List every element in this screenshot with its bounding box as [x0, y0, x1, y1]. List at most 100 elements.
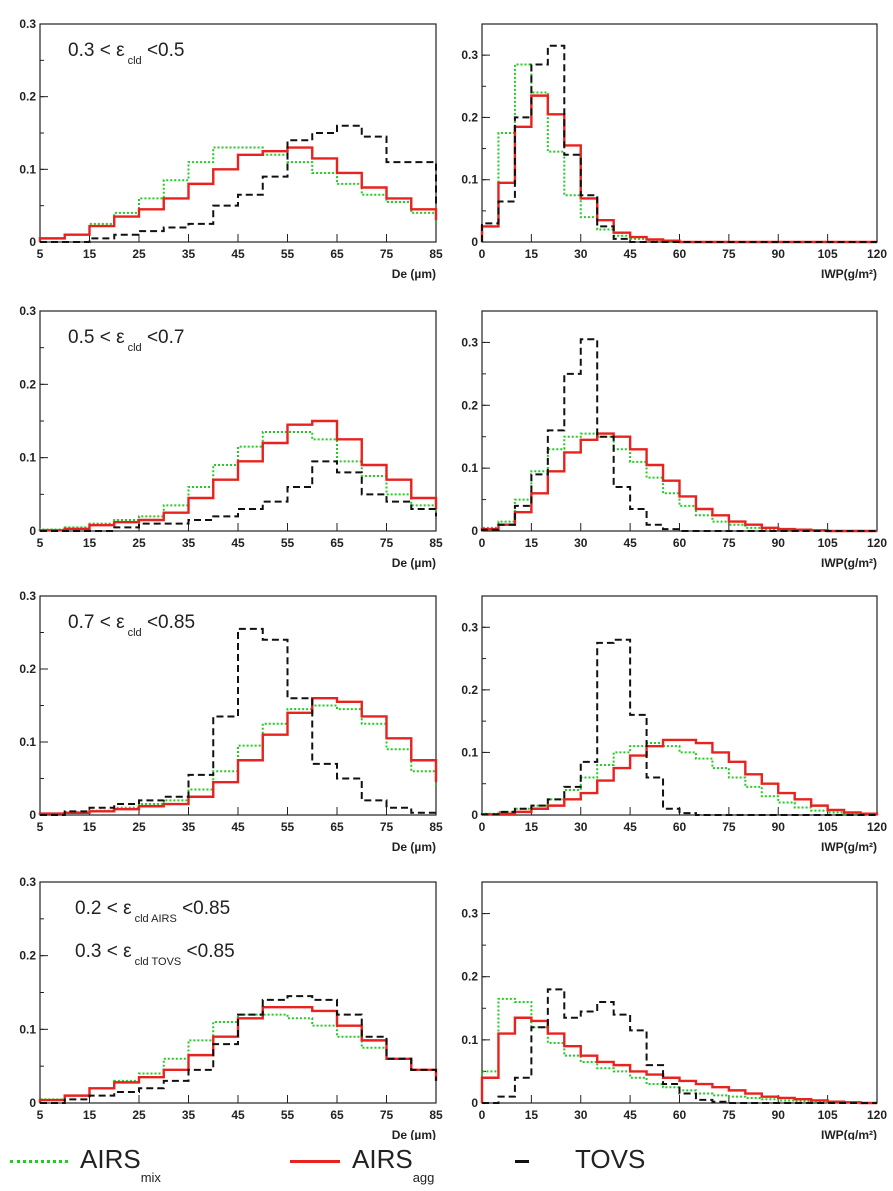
x-tick-label: 0 [479, 536, 486, 550]
y-tick-label: 0.1 [19, 451, 36, 465]
x-axis-label: De (µm) [392, 1128, 436, 1140]
y-tick-label: 0.2 [19, 662, 36, 676]
x-tick-label: 60 [673, 820, 687, 834]
x-tick-label: 85 [429, 536, 443, 550]
y-tick-label: 0 [29, 1096, 36, 1110]
x-tick-label: 30 [574, 536, 588, 550]
x-tick-label: 30 [574, 247, 588, 261]
x-tick-label: 105 [818, 1108, 838, 1122]
x-tick-label: 90 [772, 247, 786, 261]
series-airs-mix [481, 432, 877, 532]
x-tick-label: 120 [867, 1108, 887, 1122]
x-tick-label: 55 [281, 247, 295, 261]
y-tick-label: 0.1 [461, 1033, 478, 1047]
series-airs-mix [39, 704, 437, 815]
x-tick-label: 75 [722, 536, 736, 550]
x-tick-label: 5 [37, 536, 44, 550]
x-tick-label: 35 [182, 536, 196, 550]
x-tick-label: 65 [330, 1108, 344, 1122]
x-tick-label: 5 [37, 820, 44, 834]
panel-annotation: 0.7 < ε cld <0.85 [68, 612, 195, 639]
x-tick-label: 85 [429, 1108, 443, 1122]
series-airs-mix [481, 742, 878, 816]
panel-row4-left: 0 0.1 0.2 0.3 5 15 25 35 45 55 65 75 85 De (µm) 0.2 < … [19, 875, 443, 1140]
x-tick-label: 90 [772, 820, 786, 834]
x-tick-label: 15 [525, 536, 539, 550]
legend-label-airs-agg: AIRSagg [352, 1144, 435, 1185]
panel-row3-left: 0 0.1 0.2 0.3 5 15 25 35 45 55 65 75 85 De (µm) 0.7 < … [19, 589, 443, 854]
y-tick-label: 0.1 [19, 735, 36, 749]
x-tick-label: 55 [281, 1108, 295, 1122]
x-axis-label: IWP(g/m²) [821, 267, 877, 281]
x-tick-label: 15 [83, 1108, 97, 1122]
x-tick-label: 25 [132, 247, 146, 261]
legend-label-tovs: TOVS [575, 1144, 646, 1174]
x-axis-label: IWP(g/m²) [821, 840, 877, 854]
x-tick-label: 30 [574, 820, 588, 834]
y-tick-label: 0.3 [461, 620, 478, 634]
x-tick-label: 0 [479, 247, 486, 261]
x-tick-label: 15 [525, 820, 539, 834]
x-tick-label: 75 [722, 820, 736, 834]
legend-line-airs-mix [10, 1160, 68, 1163]
x-tick-label: 45 [231, 536, 245, 550]
series-airs-mix [481, 997, 877, 1104]
y-tick-label: 0 [471, 524, 478, 538]
plot-frame [481, 310, 878, 532]
x-tick-label: 120 [867, 247, 887, 261]
legend-line-airs-agg [290, 1160, 340, 1163]
series-tovs [481, 638, 877, 816]
x-tick-label: 120 [867, 536, 887, 550]
y-tick-label: 0 [471, 1096, 478, 1110]
series-tovs [40, 627, 437, 816]
x-tick-label: 65 [330, 536, 344, 550]
series-airs-agg [38, 419, 438, 532]
x-tick-label: 60 [673, 247, 687, 261]
y-tick-label: 0.3 [461, 48, 478, 62]
x-tick-label: 45 [623, 1108, 637, 1122]
y-tick-label: 0 [29, 235, 36, 249]
x-tick-label: 25 [132, 1108, 146, 1122]
series-airs-agg [480, 738, 879, 816]
x-axis-label: IWP(g/m²) [821, 1128, 877, 1140]
x-tick-label: 75 [722, 1108, 736, 1122]
plot-frame [481, 23, 878, 243]
x-tick-label: 60 [673, 1108, 687, 1122]
y-tick-label: 0.2 [461, 398, 478, 412]
x-tick-label: 75 [380, 536, 394, 550]
x-tick-label: 90 [772, 1108, 786, 1122]
x-tick-label: 35 [182, 1108, 196, 1122]
x-tick-label: 85 [429, 247, 443, 261]
x-tick-label: 45 [231, 820, 245, 834]
y-tick-label: 0.3 [19, 304, 36, 318]
x-tick-label: 25 [132, 536, 146, 550]
x-tick-label: 45 [623, 247, 637, 261]
panel-annotation: 0.3 < ε cld TOVS <0.85 [75, 941, 235, 968]
x-tick-label: 90 [772, 536, 786, 550]
x-tick-label: 45 [623, 536, 637, 550]
x-tick-label: 60 [673, 536, 687, 550]
x-tick-label: 5 [37, 1108, 44, 1122]
y-tick-label: 0.3 [461, 335, 478, 349]
x-axis-label: De (µm) [392, 840, 436, 854]
y-tick-label: 0.2 [461, 110, 478, 124]
x-axis-label: De (µm) [392, 267, 436, 281]
y-tick-label: 0.2 [19, 377, 36, 391]
x-tick-label: 55 [281, 536, 295, 550]
x-tick-label: 35 [182, 247, 196, 261]
x-tick-label: 15 [83, 536, 97, 550]
x-tick-label: 75 [380, 247, 394, 261]
x-tick-label: 0 [479, 1108, 486, 1122]
series-tovs [40, 460, 437, 532]
y-tick-label: 0.2 [19, 949, 36, 963]
x-tick-label: 30 [574, 1108, 588, 1122]
y-tick-label: 0.1 [19, 162, 36, 176]
series-airs-mix [39, 146, 437, 242]
x-tick-label: 15 [83, 247, 97, 261]
panel-annotation: 0.3 < ε cld <0.5 [68, 40, 184, 67]
x-tick-label: 55 [281, 820, 295, 834]
y-tick-label: 0.2 [461, 683, 478, 697]
y-tick-label: 0.2 [19, 90, 36, 104]
x-tick-label: 45 [231, 1108, 245, 1122]
x-tick-label: 105 [818, 820, 838, 834]
